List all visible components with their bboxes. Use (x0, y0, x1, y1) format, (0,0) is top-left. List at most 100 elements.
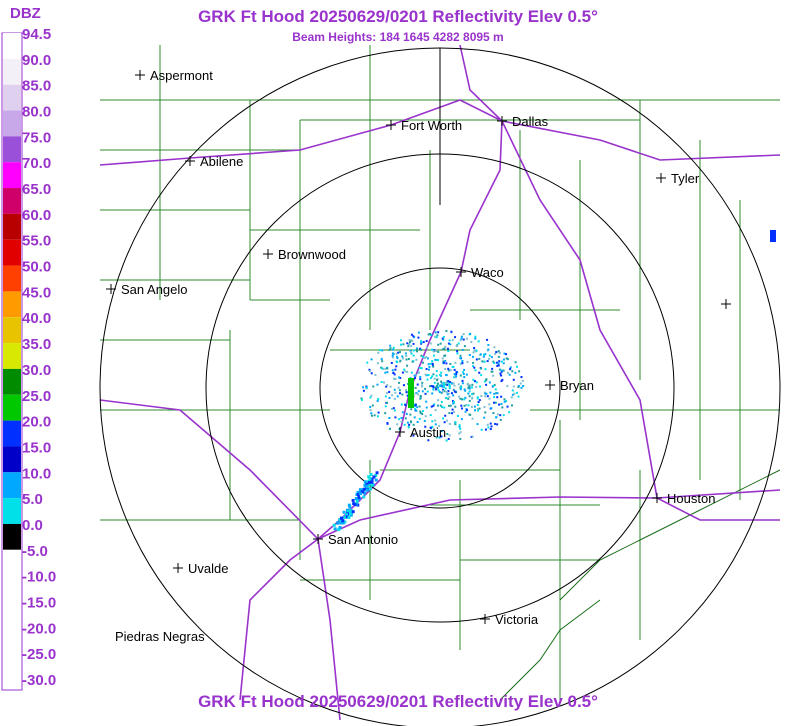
echo (433, 335, 436, 338)
echo (448, 385, 451, 388)
echo (333, 527, 337, 531)
echo (468, 395, 471, 398)
echo (491, 367, 494, 370)
echo (430, 405, 433, 408)
echo (473, 366, 476, 369)
echo (435, 370, 438, 373)
city-marker (386, 120, 396, 130)
echo (426, 357, 429, 360)
echo (398, 351, 401, 354)
echo (381, 360, 384, 363)
echo (337, 528, 341, 532)
echo (478, 357, 481, 360)
echo (431, 375, 434, 378)
echo (500, 369, 503, 372)
echo (409, 421, 412, 424)
echo (419, 394, 422, 397)
echo (417, 390, 420, 393)
city-label: Abilene (200, 154, 243, 169)
echo (493, 396, 496, 399)
echo (447, 437, 450, 440)
echo (448, 380, 451, 383)
echo (401, 393, 404, 396)
echo (432, 386, 435, 389)
echo (360, 397, 363, 400)
echo (443, 421, 446, 424)
echo (439, 342, 442, 345)
echo (425, 368, 428, 371)
echo (487, 357, 490, 360)
echo (470, 340, 473, 343)
highways (99, 44, 781, 721)
echo (443, 390, 446, 393)
echo (440, 391, 443, 394)
echo (373, 414, 376, 417)
echo (419, 412, 422, 415)
echo (392, 371, 395, 374)
legend-swatch (3, 317, 21, 344)
echo (412, 434, 415, 437)
echo (445, 396, 448, 399)
echo (444, 367, 447, 370)
echo (475, 358, 478, 361)
echo (517, 385, 520, 388)
echo (460, 362, 463, 365)
echo (388, 396, 391, 399)
echo (493, 392, 496, 395)
echo (369, 405, 372, 408)
echo (498, 368, 501, 371)
echo (470, 405, 473, 408)
echo (405, 412, 408, 415)
echo (441, 388, 444, 391)
echo (514, 371, 517, 374)
echo (496, 423, 499, 426)
echo (495, 392, 498, 395)
legend-label: 40.0 (22, 310, 51, 327)
echo (486, 423, 489, 426)
echo (442, 386, 445, 389)
echo (497, 355, 500, 358)
echo (431, 362, 434, 365)
echo (498, 403, 501, 406)
echo (458, 395, 461, 398)
echo (471, 417, 474, 420)
echo (408, 378, 414, 408)
echo (394, 416, 397, 419)
echo (428, 332, 431, 335)
echo (369, 409, 372, 412)
echo (505, 357, 508, 360)
echo (408, 343, 411, 346)
echo (498, 352, 501, 355)
echo (435, 374, 438, 377)
echo (445, 390, 448, 393)
echo (522, 384, 525, 387)
echo (386, 384, 389, 387)
echo (374, 374, 377, 377)
echo (457, 383, 460, 386)
echo (472, 351, 475, 354)
echo (455, 345, 458, 348)
echo (488, 354, 491, 357)
echo (474, 369, 477, 372)
echo (356, 493, 360, 497)
echo (505, 353, 508, 356)
legend-swatch (3, 498, 21, 524)
echo (492, 360, 495, 363)
echo (471, 365, 474, 368)
echo (474, 335, 477, 338)
echo (410, 333, 413, 336)
echo (480, 395, 483, 398)
echo (468, 353, 471, 356)
echo (495, 361, 498, 364)
echo (412, 342, 415, 345)
echo (415, 347, 418, 350)
echo (466, 382, 469, 385)
echo (366, 361, 369, 364)
echo (439, 373, 442, 376)
legend-label: -20.0 (22, 620, 56, 637)
city-label: San Antonio (328, 532, 398, 547)
echo (491, 370, 494, 373)
city-label: Brownwood (278, 247, 346, 262)
echo (404, 352, 407, 355)
legend-label: -30.0 (22, 672, 56, 689)
